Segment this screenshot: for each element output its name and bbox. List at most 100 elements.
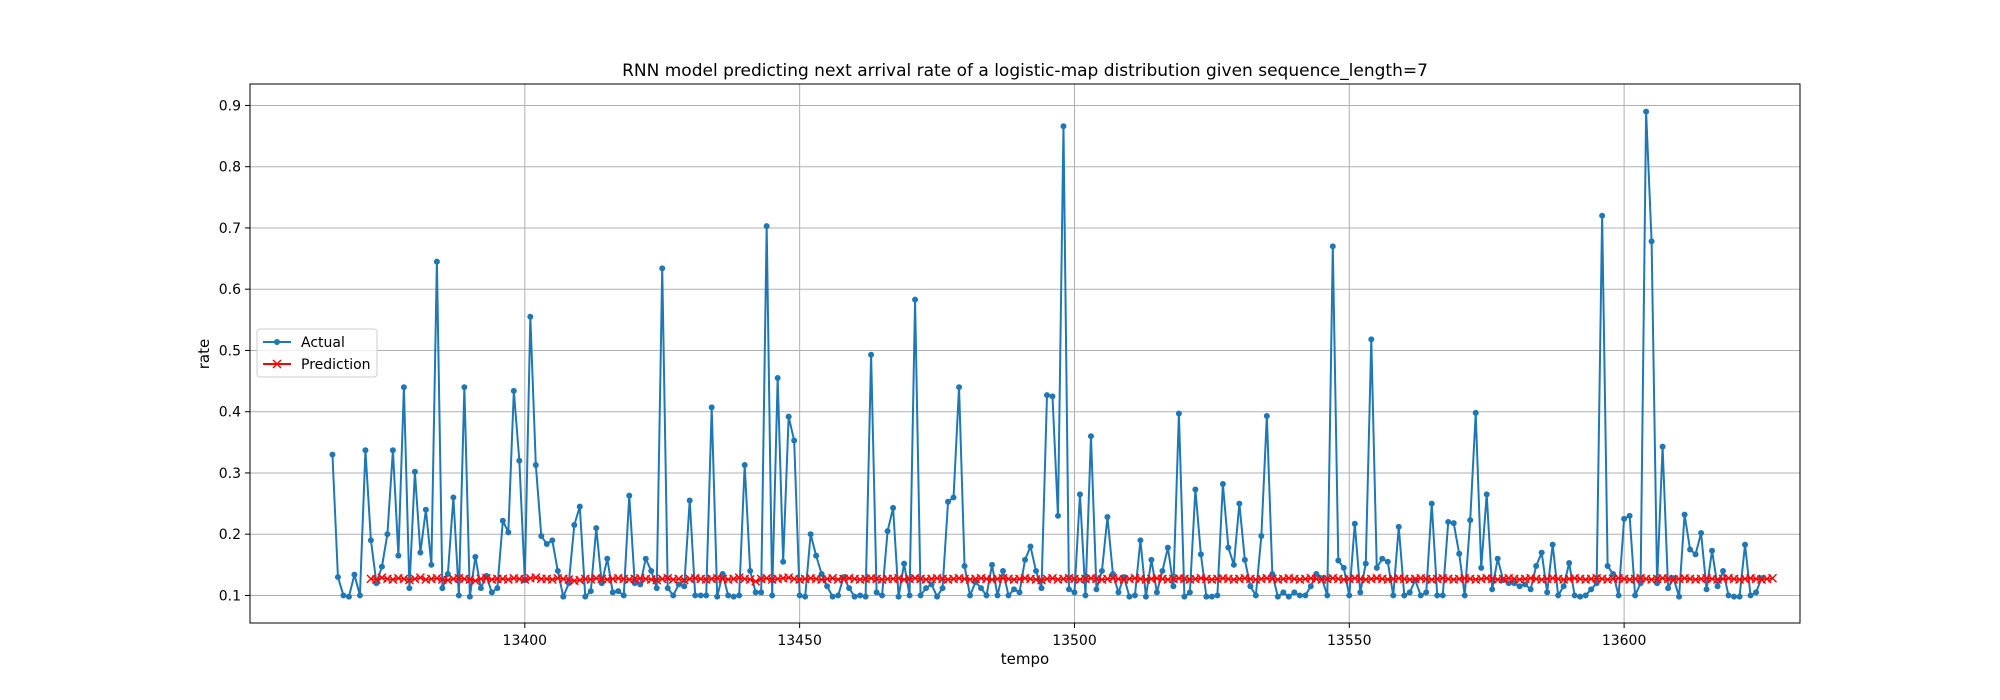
- x-axis-label: tempo: [1001, 650, 1049, 668]
- series-actual-point: [549, 537, 556, 544]
- series-prediction-point: [1768, 573, 1778, 583]
- series-prediction-point: [481, 573, 491, 583]
- series-actual-point: [1384, 558, 1391, 565]
- series-actual: [329, 108, 1765, 600]
- series-prediction-point: [828, 573, 838, 583]
- series-actual-point: [1181, 593, 1188, 600]
- series-actual-point: [835, 592, 842, 599]
- series-actual-point: [1302, 592, 1309, 599]
- series-actual-point: [1527, 586, 1534, 593]
- series-actual-point: [1291, 589, 1298, 596]
- series-actual-point: [752, 589, 759, 596]
- series-actual-point: [1390, 592, 1397, 599]
- series-actual-point: [802, 593, 809, 600]
- series-actual-point: [499, 517, 506, 524]
- series-actual-point: [1698, 529, 1705, 536]
- series-prediction-point: [404, 575, 414, 585]
- series-prediction-point: [586, 575, 596, 585]
- grid: [250, 84, 1800, 623]
- series-prediction-point: [734, 573, 744, 583]
- plot-frame: [249, 83, 1801, 624]
- series-actual-point: [934, 593, 941, 600]
- series-actual-point: [472, 553, 479, 560]
- series-actual-point: [1054, 512, 1061, 519]
- series-actual-point: [961, 563, 968, 570]
- series-actual-point: [950, 494, 957, 501]
- series-actual-point: [989, 561, 996, 568]
- series-actual-point: [488, 589, 495, 596]
- series-actual-point: [1395, 523, 1402, 530]
- series-actual-point: [1214, 592, 1221, 599]
- chart-title: RNN model predicting next arrival rate o…: [622, 61, 1428, 81]
- series-actual-point: [1637, 580, 1644, 587]
- series-actual-point: [1142, 593, 1149, 600]
- series-actual-point: [1219, 480, 1226, 487]
- series-actual-point: [334, 574, 341, 581]
- series-actual-point: [1516, 583, 1523, 590]
- series-actual-point: [714, 593, 721, 600]
- series-actual-point: [923, 585, 930, 592]
- series-actual-point: [1175, 410, 1182, 417]
- x-tick-label: 13600: [1602, 633, 1647, 649]
- series-actual-point: [1549, 541, 1556, 548]
- series-prediction-line: [370, 576, 1773, 583]
- series-actual-point: [1747, 592, 1754, 599]
- x-tick-label: 13400: [503, 633, 548, 649]
- series-actual-point: [367, 537, 374, 544]
- series-prediction-point: [575, 575, 585, 585]
- series-actual-point: [769, 592, 776, 599]
- series-actual-point: [1489, 586, 1496, 593]
- series-actual-point: [939, 585, 946, 592]
- series-prediction-point: [762, 573, 772, 583]
- series-actual-point: [576, 503, 583, 510]
- series-prediction: [366, 573, 1778, 586]
- x-tick-label: 13500: [1052, 633, 1097, 649]
- series-actual-point: [829, 593, 836, 600]
- series-actual-point: [1566, 559, 1573, 566]
- series-actual-point: [719, 571, 726, 577]
- series-prediction-point: [432, 573, 442, 583]
- y-tick-label: 0.7: [219, 221, 241, 237]
- series-actual-point: [1709, 547, 1716, 554]
- series-actual-point: [560, 593, 567, 600]
- series-actual-point: [1016, 589, 1023, 596]
- series-actual-point: [1186, 589, 1193, 596]
- series-actual-point: [1582, 592, 1589, 599]
- series-actual-point: [1434, 592, 1441, 599]
- series-actual-point: [906, 592, 913, 599]
- series-actual-point: [1505, 580, 1512, 587]
- y-tick-label: 0.6: [219, 282, 241, 298]
- series-actual-point: [1357, 589, 1364, 596]
- series-actual-point: [1406, 589, 1413, 596]
- series-actual-point: [1153, 589, 1160, 596]
- ticks: 13400 13450 13500 13550 13600 0.1 0.2 0.3 0.4 0.5…: [219, 98, 1647, 649]
- y-tick-label: 0.3: [219, 466, 241, 482]
- series-actual-point: [1230, 561, 1237, 568]
- series-actual-point: [620, 592, 627, 599]
- series-actual-point: [1483, 491, 1490, 498]
- series-prediction-point: [1047, 573, 1057, 583]
- series-actual-point: [510, 387, 517, 394]
- series-actual-point: [1032, 567, 1039, 574]
- series-actual-point: [1022, 556, 1028, 563]
- series-actual-point: [1676, 593, 1683, 600]
- series-actual-point: [730, 593, 737, 600]
- series-actual-point: [433, 258, 440, 265]
- series-actual-point: [1494, 555, 1501, 562]
- x-tick-label: 13550: [1327, 633, 1372, 649]
- series-actual-point: [439, 585, 446, 592]
- series-actual-point: [1137, 537, 1144, 544]
- series-actual-point: [884, 528, 891, 535]
- y-tick-label: 0.1: [219, 588, 241, 604]
- series-actual-point: [912, 296, 919, 303]
- series-actual-point: [1203, 593, 1210, 600]
- series-actual-point: [395, 552, 402, 559]
- series-actual-point: [653, 585, 660, 592]
- series-actual-point: [609, 589, 616, 596]
- series-actual-point: [1011, 586, 1018, 593]
- series-actual-point: [1626, 512, 1633, 519]
- series-actual-point: [1687, 546, 1694, 553]
- series-actual-point: [857, 592, 864, 599]
- series-actual-point: [1335, 557, 1342, 564]
- series-actual-point: [945, 498, 952, 505]
